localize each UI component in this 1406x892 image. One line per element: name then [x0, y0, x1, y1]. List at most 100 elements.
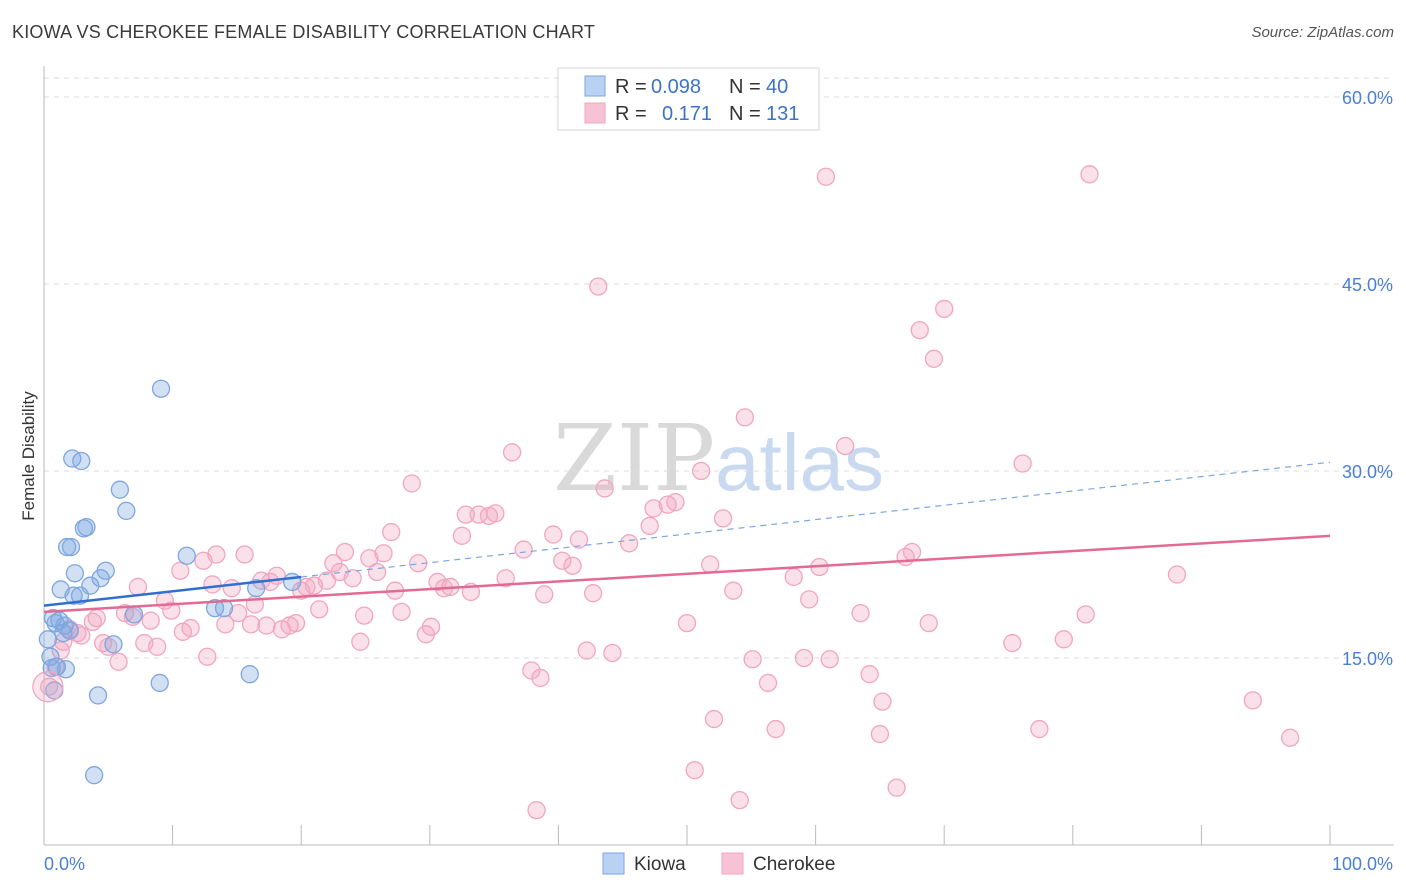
legend-cherokee-swatch: [721, 852, 744, 875]
cherokee-point: [374, 544, 393, 563]
y-axis-title: Female Disability: [19, 391, 38, 521]
kiowa-point: [247, 579, 266, 598]
watermark-zip: ZIP: [553, 405, 715, 512]
cherokee-point: [392, 602, 411, 622]
kiowa-point: [61, 537, 81, 557]
cherokee-point: [704, 709, 724, 729]
cherokee-point: [691, 461, 711, 481]
cherokee-point: [162, 601, 181, 620]
kiowa-point: [55, 616, 74, 635]
cherokee-n-label: N =: [729, 103, 761, 125]
cherokee-point: [216, 615, 235, 634]
cherokee-point: [553, 551, 572, 570]
cherokee-point: [241, 615, 261, 634]
cherokee-point: [32, 671, 64, 703]
cherokee-point: [924, 349, 944, 368]
cherokee-point: [816, 167, 836, 186]
kiowa-point: [56, 660, 76, 679]
cherokee-point: [569, 530, 589, 549]
kiowa-point: [65, 564, 85, 583]
watermark-atlas: atlas: [715, 418, 884, 507]
kiowa-swatch: [584, 75, 606, 97]
cherokee-point: [784, 567, 803, 587]
cherokee-point: [577, 641, 596, 660]
cherokee-point: [595, 479, 614, 498]
cherokee-r-label: R =: [615, 103, 647, 125]
kiowa-point: [85, 766, 104, 785]
kiowa-n-value: 40: [766, 76, 788, 98]
cherokee-point: [1243, 691, 1262, 710]
y-tick-label: 60.0%: [1342, 88, 1393, 108]
cherokee-point: [148, 637, 167, 656]
kiowa-point: [150, 673, 169, 693]
kiowa-r-label: R =: [615, 76, 647, 98]
cherokee-point: [851, 603, 870, 623]
cherokee-point: [713, 509, 733, 528]
cherokee-point: [870, 724, 890, 744]
cherokee-point: [887, 778, 906, 797]
cherokee-point: [367, 562, 387, 582]
legend-kiowa-swatch: [602, 852, 625, 875]
cherokee-point: [421, 617, 441, 636]
watermark: ZIP atlas: [553, 405, 884, 512]
cherokee-trend-line: [43, 534, 1331, 614]
source-label: Source: ZipAtlas.com: [1251, 24, 1394, 41]
cherokee-point: [502, 443, 522, 462]
cherokee-swatch: [584, 102, 606, 124]
cherokee-point: [902, 542, 922, 562]
cherokee-point: [317, 571, 337, 590]
cherokee-point: [919, 613, 938, 633]
cherokee-point: [766, 719, 785, 739]
cherokee-point: [640, 516, 659, 536]
legend-kiowa-label: Kiowa: [634, 854, 686, 875]
kiowa-point: [38, 630, 58, 649]
kiowa-point: [77, 517, 96, 537]
cherokee-point: [1080, 165, 1099, 184]
cherokee-point: [235, 545, 254, 564]
cherokee-point: [589, 277, 608, 296]
chart-title: KIOWA VS CHEROKEE FEMALE DISABILITY CORR…: [12, 22, 596, 42]
cherokee-point: [72, 626, 91, 645]
cherokee-point: [382, 522, 401, 542]
cherokee-point: [666, 493, 685, 512]
kiowa-point: [214, 598, 234, 618]
cherokee-r-value: 0.171: [662, 103, 712, 125]
cherokee-point: [836, 436, 855, 456]
cherokee-point: [603, 643, 622, 663]
stats-legend: R = 0.098 N = 40 R = 0.171 N = 131: [557, 67, 820, 131]
kiowa-trend-extension: [301, 461, 1331, 578]
series-legend: Kiowa Cherokee: [602, 852, 835, 875]
kiowa-point: [64, 586, 83, 605]
trend-layer: [43, 461, 1331, 614]
legend-cherokee-label: Cherokee: [753, 854, 835, 875]
cherokee-point: [527, 800, 546, 820]
cherokee-point: [1167, 565, 1187, 584]
cherokee-point: [198, 647, 217, 666]
kiowa-point: [57, 537, 77, 557]
kiowa-point: [240, 665, 259, 684]
kiowa-point: [88, 686, 108, 705]
cherokee-point: [141, 611, 160, 630]
kiowa-point: [283, 572, 302, 592]
cherokee-point: [360, 549, 379, 568]
cherokee-point: [619, 534, 639, 553]
cherokee-point: [496, 569, 515, 588]
cherokee-point: [456, 505, 475, 524]
cherokee-point: [583, 584, 603, 603]
cherokee-point: [1280, 728, 1300, 747]
cherokee-point: [700, 555, 720, 574]
cherokee-point: [87, 608, 106, 628]
cherokee-point: [402, 474, 421, 493]
cherokee-point: [644, 499, 663, 518]
kiowa-point: [110, 480, 130, 499]
cherokee-point: [735, 408, 755, 427]
y-tick-label: 30.0%: [1342, 462, 1393, 482]
kiowa-point: [151, 379, 171, 398]
cherokee-point: [910, 320, 929, 340]
cherokee-point: [535, 585, 554, 604]
cherokee-point: [820, 650, 839, 669]
cherokee-point: [452, 526, 472, 545]
cherokee-point: [563, 556, 582, 575]
cherokee-point: [128, 577, 148, 597]
cherokee-point: [343, 569, 362, 588]
